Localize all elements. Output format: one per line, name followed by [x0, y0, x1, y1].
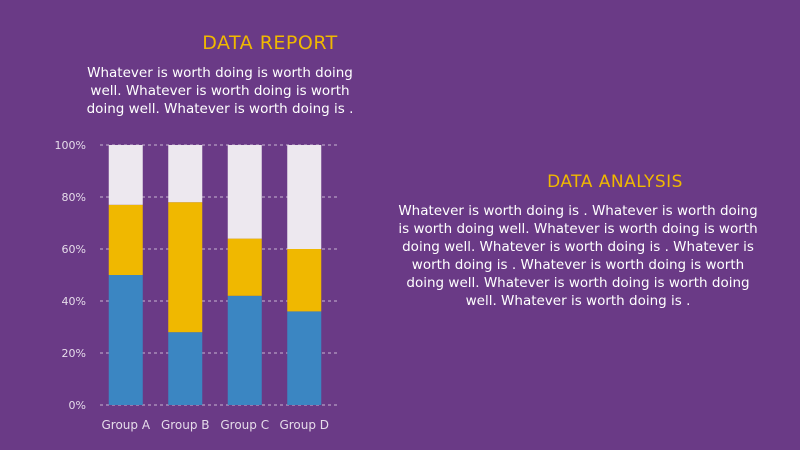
bar-segment: [108, 275, 143, 405]
x-tick-label: Group D: [279, 418, 329, 432]
bar-segment: [287, 145, 322, 249]
bar-segment: [287, 249, 322, 312]
bar-segment: [168, 202, 203, 333]
bar-segment: [287, 311, 322, 405]
bar-segment: [108, 145, 143, 205]
y-tick-label: 100%: [55, 139, 86, 152]
bar-segment: [227, 238, 262, 296]
analysis-body-text: Whatever is worth doing is . Whatever is…: [398, 203, 758, 309]
bar-segment: [168, 332, 203, 405]
report-body-text: Whatever is worth doing is worth doing w…: [86, 65, 354, 117]
bar-segment: [227, 295, 262, 405]
x-tick-label: Group C: [220, 418, 269, 432]
report-title: DATA REPORT: [202, 32, 338, 54]
bar-segment: [168, 145, 203, 203]
bar-segment: [108, 204, 143, 275]
y-tick-label: 40%: [62, 295, 86, 308]
bar-segment: [227, 145, 262, 239]
x-tick-label: Group B: [161, 418, 210, 432]
analysis-title: DATA ANALYSIS: [547, 172, 683, 192]
y-tick-label: 0%: [69, 399, 86, 412]
y-tick-label: 80%: [62, 191, 86, 204]
x-tick-label: Group A: [101, 418, 150, 432]
y-tick-label: 60%: [62, 243, 86, 256]
y-tick-label: 20%: [62, 347, 86, 360]
